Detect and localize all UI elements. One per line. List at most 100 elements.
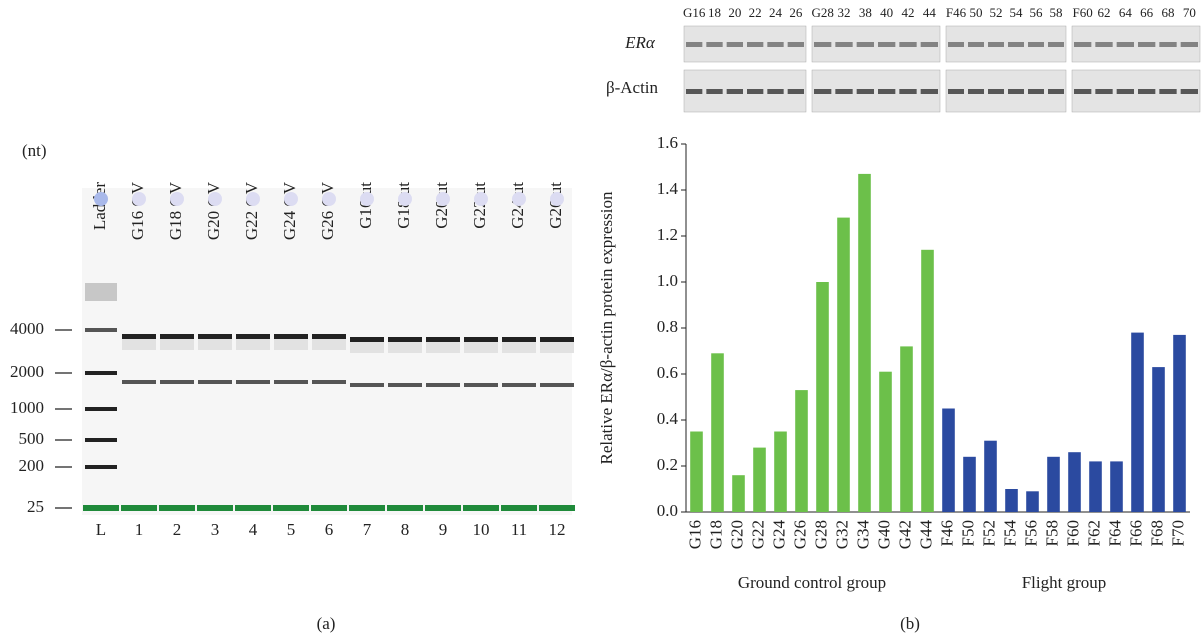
band-upper-smear [274,338,308,350]
y-axis-label: Relative ERα/β-actin protein expression [597,191,616,464]
blot-lane-label: 68 [1162,5,1175,20]
band-lower [464,383,498,387]
x-tick-label: F68 [1147,520,1166,546]
blot-band [747,42,763,47]
blot-lane-label: 24 [769,5,783,20]
band-lower [236,380,270,384]
blot-band [1181,42,1198,47]
ladder-band [85,328,117,332]
x-tick-label: G26 [790,520,809,549]
bar [942,409,955,513]
blot-band [921,42,938,47]
ladder-band [85,371,117,375]
x-tick-label: G16 [685,520,704,549]
unit-label: (nt) [22,141,47,160]
well [360,192,374,206]
band-upper [198,334,232,339]
blot-band [878,42,895,47]
lane-label: Ladder [90,182,109,230]
bar [795,390,808,512]
blot-lane-label: 26 [789,5,803,20]
blot-band [814,89,831,94]
well [208,192,222,206]
lane-number: 7 [363,520,372,539]
green-band [349,505,385,511]
bar [1110,461,1123,512]
blot-lane-label: 70 [1183,5,1196,20]
blot-band [857,42,874,47]
green-band [159,505,195,511]
blot-lane-label: 52 [990,5,1003,20]
blot-lane-label: 20 [728,5,741,20]
group-label: Ground control group [738,573,886,592]
x-tick-label: G24 [769,520,788,550]
band-lower [540,383,574,387]
band-upper-smear [236,338,270,350]
bar [900,346,913,512]
y-tick-label: 1.6 [657,133,678,152]
blot-lane-label: F60 [1073,5,1093,20]
caption: (b) [900,614,920,633]
well [322,192,336,206]
band-upper [160,334,194,339]
size-label: 25 [27,497,44,516]
blot-lane-label: 18 [708,5,721,20]
blot-band [857,89,874,94]
x-tick-label: F52 [979,520,998,546]
size-label: 4000 [10,319,44,338]
bar [774,432,787,513]
blot-band [1048,42,1064,47]
size-label: 2000 [10,362,44,381]
band-upper-smear [350,341,384,353]
blot-row-label: ERα [624,33,656,52]
well [474,192,488,206]
band-lower [502,383,536,387]
band-upper-smear [198,338,232,350]
green-band [539,505,575,511]
lane-number: 1 [135,520,144,539]
x-tick-label: F66 [1126,520,1145,546]
green-band [425,505,461,511]
well [436,192,450,206]
blot-band [1074,42,1091,47]
well [284,192,298,206]
lane-label: G24 OV [280,181,299,240]
green-band [83,505,119,511]
green-band [501,505,537,511]
blot-row-label: β-Actin [606,78,659,97]
blot-band [835,89,852,94]
well [550,192,564,206]
blot-lane-label: 66 [1140,5,1154,20]
size-label: 500 [19,429,45,448]
band-upper-smear [388,341,422,353]
x-tick-label: F64 [1105,520,1124,547]
green-band [463,505,499,511]
blot-band [1008,42,1024,47]
lane-number: 3 [211,520,220,539]
blot-lane-label: 44 [923,5,937,20]
band-lower [198,380,232,384]
band-upper [312,334,346,339]
band-lower [426,383,460,387]
x-tick-label: F60 [1063,520,1082,546]
blot-lane-label: 38 [859,5,872,20]
ladder-smear [85,283,117,301]
blot-band [1095,89,1112,94]
blot-band [1008,89,1024,94]
blot-lane-label: F46 [946,5,967,20]
size-label: 200 [19,456,45,475]
band-upper-smear [312,338,346,350]
x-tick-label: F50 [958,520,977,546]
band-lower [160,380,194,384]
bar [1005,489,1018,512]
x-tick-label: G18 [706,520,725,549]
blot-band [948,42,964,47]
ladder-band [85,407,117,411]
blot-band [788,42,804,47]
blot-band [988,42,1004,47]
blot-band [686,89,702,94]
x-tick-label: G20 [727,520,746,549]
blot-band [899,42,916,47]
blot-lane-label: G28 [811,5,833,20]
lane-label: G26 OV [318,181,337,240]
